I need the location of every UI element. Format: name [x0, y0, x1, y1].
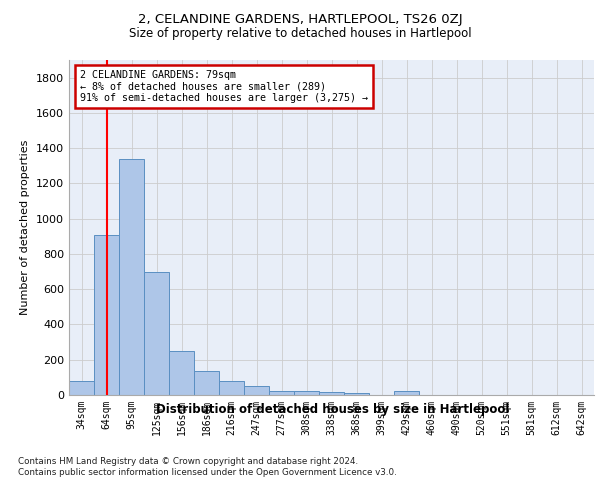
Text: Distribution of detached houses by size in Hartlepool: Distribution of detached houses by size … — [157, 402, 509, 415]
Bar — [194, 371, 218, 395]
Y-axis label: Number of detached properties: Number of detached properties — [20, 140, 31, 315]
Bar — [220, 381, 244, 395]
Bar — [145, 272, 169, 395]
Bar — [394, 392, 419, 395]
Bar — [295, 390, 319, 395]
Bar — [319, 392, 344, 395]
Bar — [344, 393, 368, 395]
Bar — [169, 351, 194, 395]
Bar — [244, 386, 269, 395]
Text: 2, CELANDINE GARDENS, HARTLEPOOL, TS26 0ZJ: 2, CELANDINE GARDENS, HARTLEPOOL, TS26 0… — [137, 12, 463, 26]
Bar — [94, 234, 119, 395]
Text: Size of property relative to detached houses in Hartlepool: Size of property relative to detached ho… — [128, 28, 472, 40]
Text: 2 CELANDINE GARDENS: 79sqm
← 8% of detached houses are smaller (289)
91% of semi: 2 CELANDINE GARDENS: 79sqm ← 8% of detac… — [79, 70, 367, 103]
Bar — [269, 390, 293, 395]
Text: Contains HM Land Registry data © Crown copyright and database right 2024.
Contai: Contains HM Land Registry data © Crown c… — [18, 458, 397, 477]
Bar — [70, 380, 94, 395]
Bar — [119, 158, 143, 395]
